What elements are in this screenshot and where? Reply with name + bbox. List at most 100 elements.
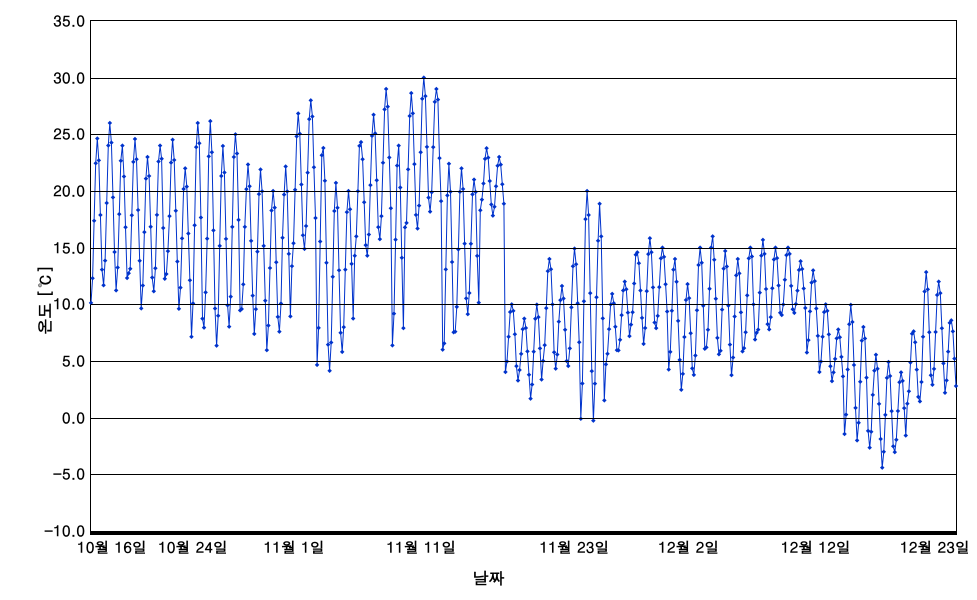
data-marker bbox=[161, 226, 166, 231]
data-marker bbox=[877, 402, 882, 407]
data-marker bbox=[655, 314, 660, 319]
y-tick-label: 0.0 bbox=[62, 407, 91, 428]
data-marker bbox=[327, 368, 332, 373]
temperature-line bbox=[91, 78, 956, 468]
data-marker bbox=[385, 104, 390, 109]
data-marker bbox=[183, 166, 188, 171]
data-marker bbox=[343, 267, 348, 272]
data-marker bbox=[384, 87, 389, 92]
data-marker bbox=[484, 146, 489, 151]
data-marker bbox=[214, 343, 219, 348]
data-marker bbox=[400, 256, 405, 260]
data-marker bbox=[389, 206, 394, 211]
data-marker bbox=[423, 94, 428, 99]
data-marker bbox=[321, 146, 326, 150]
data-marker bbox=[268, 266, 273, 271]
data-marker bbox=[141, 283, 146, 288]
data-marker bbox=[125, 276, 130, 281]
data-marker bbox=[613, 324, 618, 329]
data-marker bbox=[641, 342, 646, 347]
data-marker bbox=[426, 195, 431, 200]
data-marker bbox=[758, 290, 763, 295]
data-marker bbox=[594, 295, 599, 300]
gridline bbox=[91, 78, 956, 79]
data-marker bbox=[803, 306, 808, 311]
data-marker bbox=[148, 225, 153, 230]
data-marker bbox=[618, 338, 623, 343]
data-marker bbox=[459, 166, 464, 171]
data-marker bbox=[723, 249, 728, 254]
data-marker bbox=[341, 325, 346, 330]
data-marker bbox=[175, 259, 180, 264]
data-marker bbox=[398, 185, 403, 190]
data-marker bbox=[213, 306, 218, 311]
data-marker bbox=[178, 285, 183, 290]
data-marker bbox=[93, 161, 98, 166]
data-marker bbox=[836, 327, 841, 332]
data-marker bbox=[671, 267, 676, 272]
data-marker bbox=[315, 363, 320, 368]
data-marker bbox=[462, 241, 467, 246]
data-marker bbox=[871, 393, 876, 398]
data-marker bbox=[418, 150, 423, 155]
gridline bbox=[91, 191, 956, 192]
data-marker bbox=[199, 215, 204, 220]
data-marker bbox=[403, 225, 408, 230]
data-marker bbox=[415, 226, 420, 231]
data-marker bbox=[174, 209, 179, 214]
data-marker bbox=[362, 200, 367, 205]
data-marker bbox=[216, 313, 221, 318]
x-tick-label: 11월 23일 bbox=[540, 531, 610, 558]
x-tick-label: 12월 2일 bbox=[658, 531, 719, 558]
data-marker bbox=[783, 278, 788, 283]
data-marker bbox=[841, 374, 846, 379]
y-tick-label: 30.0 bbox=[53, 67, 91, 88]
data-marker bbox=[500, 182, 505, 187]
data-marker bbox=[324, 260, 329, 265]
data-marker bbox=[210, 150, 215, 155]
data-marker bbox=[605, 352, 610, 357]
data-marker bbox=[90, 276, 95, 281]
data-marker bbox=[610, 292, 615, 297]
data-marker bbox=[924, 270, 929, 275]
data-marker bbox=[177, 307, 182, 312]
data-marker bbox=[767, 327, 772, 332]
x-tick-label: 10월 24일 bbox=[158, 531, 228, 558]
data-marker bbox=[152, 289, 157, 294]
data-marker bbox=[280, 235, 285, 240]
data-marker bbox=[447, 161, 452, 166]
data-marker bbox=[404, 221, 409, 226]
data-marker bbox=[599, 234, 604, 239]
y-tick-label: 20.0 bbox=[53, 181, 91, 202]
data-marker bbox=[313, 216, 318, 221]
data-marker bbox=[189, 335, 194, 340]
data-marker bbox=[528, 396, 533, 401]
data-marker bbox=[428, 209, 433, 214]
data-marker bbox=[657, 285, 662, 290]
data-marker bbox=[817, 370, 822, 375]
data-marker bbox=[679, 388, 684, 393]
data-marker bbox=[632, 281, 637, 286]
data-marker bbox=[390, 343, 395, 348]
data-marker bbox=[101, 283, 106, 288]
data-marker bbox=[206, 154, 211, 159]
data-marker bbox=[591, 418, 596, 423]
data-marker bbox=[378, 237, 383, 242]
data-marker bbox=[122, 174, 127, 179]
data-marker bbox=[853, 406, 858, 411]
data-marker bbox=[475, 254, 480, 259]
data-marker bbox=[720, 307, 725, 312]
data-marker bbox=[431, 145, 436, 150]
data-marker bbox=[539, 377, 544, 382]
data-marker bbox=[590, 369, 595, 374]
data-marker bbox=[913, 340, 918, 345]
data-marker bbox=[560, 284, 565, 289]
data-marker bbox=[340, 350, 345, 355]
data-marker bbox=[630, 310, 635, 315]
data-marker bbox=[208, 119, 213, 124]
data-marker bbox=[150, 275, 155, 280]
data-marker bbox=[527, 373, 532, 378]
data-marker bbox=[930, 383, 935, 388]
data-marker bbox=[197, 141, 202, 146]
data-marker bbox=[811, 268, 816, 273]
